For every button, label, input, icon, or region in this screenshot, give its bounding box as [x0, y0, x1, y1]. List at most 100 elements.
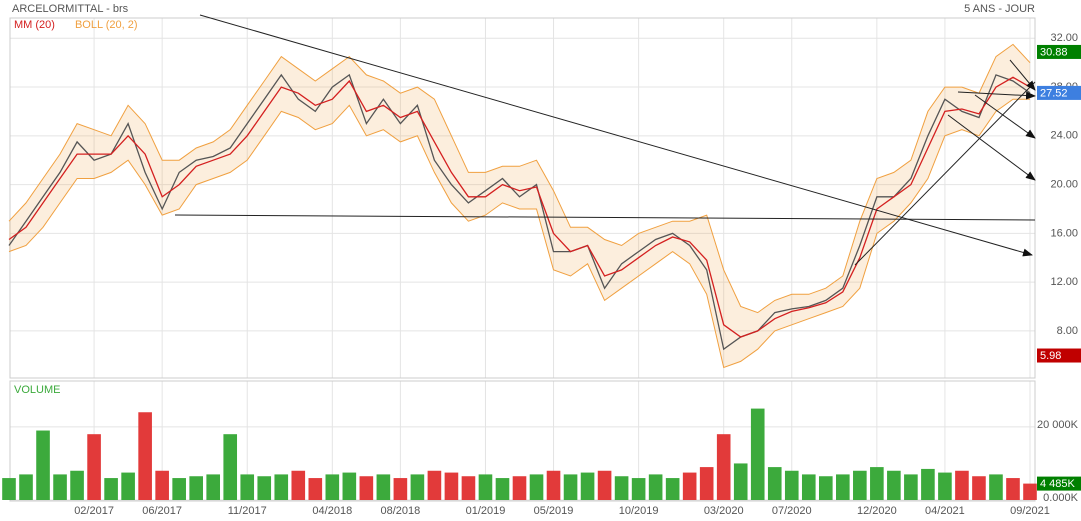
- x-tick-label: 09/2021: [1010, 505, 1050, 517]
- volume-bar: [1023, 483, 1037, 500]
- chart-title: ARCELORMITTAL - brs: [12, 3, 129, 15]
- volume-bar: [767, 467, 782, 500]
- volume-bar: [887, 470, 901, 500]
- volume-bar: [546, 470, 561, 500]
- volume-bar: [172, 478, 186, 500]
- volume-bar: [189, 476, 203, 500]
- y-tick-label: 12.00: [1050, 276, 1078, 288]
- trendlines: [174, 14, 1036, 266]
- volume-bar: [359, 476, 374, 500]
- y-tick-label: 20.00: [1050, 178, 1078, 190]
- volume-bar: [19, 474, 33, 500]
- trendline: [1009, 59, 1036, 91]
- volume-bar: [393, 478, 408, 500]
- volume-bar: [2, 478, 16, 500]
- y-tick-label: 16.00: [1050, 227, 1078, 239]
- volume-bar: [155, 470, 169, 500]
- volume-bar: [750, 408, 765, 500]
- volume-label: 4 485K: [1040, 478, 1076, 490]
- x-tick-label: 05/2019: [534, 505, 574, 517]
- volume-bar: [648, 474, 663, 500]
- price-label: 27.52: [1040, 87, 1068, 99]
- legend-entry: MM (20): [14, 19, 55, 31]
- price-line: [8, 73, 1031, 351]
- volume-bar: [342, 472, 357, 500]
- volume-bar: [972, 476, 986, 500]
- volume-bar: [733, 463, 748, 500]
- volume-bar: [665, 478, 680, 500]
- volume-bar: [836, 474, 850, 500]
- volume-bar: [104, 478, 118, 500]
- x-tick-label: 10/2019: [619, 505, 659, 517]
- trendline: [854, 81, 1036, 266]
- price-label-box: [1037, 44, 1081, 59]
- volume-bar: [784, 470, 799, 500]
- volume-bar: [70, 470, 84, 500]
- price-label-box: [1037, 348, 1081, 363]
- volume-bar: [87, 434, 101, 500]
- volume-bar: [138, 412, 152, 500]
- x-tick-label: 07/2020: [772, 505, 812, 517]
- volume-bar: [36, 430, 50, 500]
- moving-average: [8, 76, 1031, 338]
- volume-bar: [461, 476, 476, 500]
- volume-bar: [938, 472, 952, 500]
- y-tick-label: 20 000K: [1037, 419, 1079, 431]
- volume-bar: [325, 474, 340, 500]
- bollinger-upper: [8, 43, 1031, 314]
- x-tick-label: 01/2019: [466, 505, 506, 517]
- x-tick-label: 12/2020: [857, 505, 897, 517]
- volume-bar: [410, 474, 425, 500]
- volume-bar: [699, 467, 714, 500]
- plot: [2, 43, 1037, 500]
- trendline: [199, 14, 1033, 257]
- trendline: [974, 94, 1036, 139]
- volume-bar: [921, 468, 935, 500]
- price-label: 30.88: [1040, 46, 1068, 58]
- bollinger-band: [9, 44, 1030, 368]
- volume-bar: [1006, 478, 1020, 500]
- volume-bar: [563, 474, 578, 500]
- volume-bar: [818, 476, 833, 500]
- x-tick-label: 02/2017: [74, 505, 114, 517]
- volume-bar: [444, 472, 459, 500]
- volume-bar: [853, 470, 867, 500]
- volume-bar: [682, 472, 697, 500]
- y-tick-label: 8.00: [1057, 325, 1078, 337]
- volume-bar: [478, 474, 493, 500]
- x-tick-label: 03/2020: [704, 505, 744, 517]
- volume-bar: [240, 474, 255, 500]
- volume-bar: [291, 470, 306, 500]
- trendline: [947, 114, 1036, 181]
- volume-bar: [955, 470, 969, 500]
- volume-bar: [308, 478, 323, 500]
- y-tick-label: 24.00: [1050, 130, 1078, 142]
- price-label-box: [1037, 85, 1081, 100]
- grid: [10, 18, 1035, 501]
- volume-bar: [512, 476, 527, 500]
- volume-bar: [989, 474, 1003, 500]
- volume-title: VOLUME: [14, 384, 60, 396]
- x-tick-label: 04/2018: [312, 505, 352, 517]
- volume-bar: [427, 470, 442, 500]
- volume-bar: [631, 478, 646, 500]
- volume-bar: [870, 467, 884, 500]
- x-tick-label: 08/2018: [381, 505, 421, 517]
- volume-bar: [529, 474, 544, 500]
- volume-bar: [257, 476, 272, 500]
- volume-bar: [580, 472, 595, 500]
- volume-bar: [801, 474, 816, 500]
- bollinger-lower: [8, 98, 1030, 369]
- volume-bar: [206, 474, 221, 500]
- volume-label-box: [1037, 476, 1081, 491]
- chart-subtitle: 5 ANS - JOUR: [964, 3, 1035, 15]
- x-tick-label: 06/2017: [142, 505, 182, 517]
- x-tick-label: 11/2017: [228, 505, 267, 517]
- legend-entry: BOLL (20, 2): [75, 19, 138, 31]
- volume-bar: [597, 470, 612, 500]
- y-tick-label: 0.000K: [1043, 492, 1079, 504]
- volume-bar: [53, 474, 67, 500]
- volume-bar: [904, 474, 918, 500]
- volume-bar: [223, 434, 238, 500]
